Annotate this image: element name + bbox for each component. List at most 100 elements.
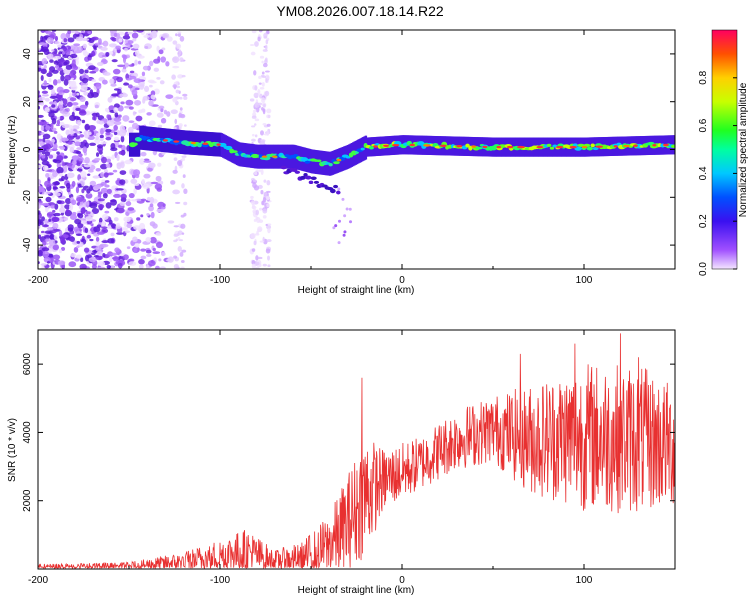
heatmap-noise-blob bbox=[72, 91, 77, 97]
heatmap-band-peak bbox=[662, 143, 669, 147]
snr-xtick-label: 0 bbox=[399, 575, 405, 586]
heatmap-noise-blob bbox=[58, 248, 63, 254]
heatmap-noise-blob bbox=[149, 236, 157, 244]
heatmap-noise-blob bbox=[111, 154, 115, 160]
heatmap-noise-blob bbox=[110, 252, 118, 256]
heatmap-noise-blob bbox=[156, 77, 161, 80]
heatmap-noise-blob bbox=[177, 74, 184, 79]
heatmap-noise-blob bbox=[57, 67, 63, 72]
heatmap-noise-blob bbox=[63, 79, 69, 86]
heatmap-noise-blob bbox=[252, 182, 257, 189]
heatmap-noise-blob bbox=[148, 120, 156, 127]
heatmap-noise-blob bbox=[110, 232, 115, 237]
heatmap-branch-blob bbox=[280, 165, 287, 170]
heatmap-noise-blob bbox=[99, 134, 104, 139]
heatmap-noise-blob bbox=[105, 163, 111, 168]
heatmap-noise-blob bbox=[38, 219, 42, 227]
heatmap-noise-blob bbox=[121, 68, 127, 73]
heatmap-noise-blob bbox=[172, 189, 180, 195]
heatmap-noise-blob bbox=[149, 81, 157, 84]
heatmap-noise-blob bbox=[133, 187, 137, 195]
heatmap-noise-blob bbox=[61, 161, 65, 167]
heatmap-noise-blob bbox=[85, 215, 94, 222]
heatmap-noise-blob bbox=[76, 240, 81, 244]
heatmap-noise-blob bbox=[71, 155, 80, 161]
heatmap-noise-blob bbox=[150, 181, 159, 185]
heatmap-noise-blob bbox=[56, 200, 62, 204]
heatmap-noise-blob bbox=[38, 178, 42, 185]
heatmap-noise-blob bbox=[100, 141, 108, 145]
heatmap-noise-blob bbox=[134, 99, 142, 106]
heatmap-branch-blob bbox=[310, 176, 317, 180]
heatmap-noise-blob bbox=[103, 72, 111, 76]
heatmap-noise-blob bbox=[101, 156, 108, 164]
heatmap-noise-blob bbox=[252, 179, 257, 183]
heatmap-noise-blob bbox=[251, 133, 255, 137]
heatmap-noise-blob bbox=[60, 74, 65, 82]
heatmap-band-peak bbox=[623, 144, 630, 148]
heatmap-noise-blob bbox=[95, 168, 101, 172]
heatmap-noise-blob bbox=[134, 242, 140, 248]
heatmap-noise-blob bbox=[123, 254, 129, 261]
heatmap-noise-blob bbox=[79, 109, 86, 114]
heatmap-noise-blob bbox=[73, 246, 79, 253]
heatmap-noise-blob bbox=[91, 252, 96, 256]
heatmap-noise-blob bbox=[258, 75, 262, 79]
heatmap-noise-blob bbox=[149, 32, 158, 39]
heatmap-noise-blob bbox=[177, 230, 183, 236]
heatmap-noise-blob bbox=[46, 36, 54, 44]
heatmap-noise-blob bbox=[87, 173, 91, 177]
heatmap-noise-blob bbox=[88, 65, 96, 71]
heatmap-noise-blob bbox=[251, 248, 256, 252]
heatmap-noise-blob bbox=[125, 77, 132, 81]
heatmap-band-peak bbox=[456, 145, 463, 148]
heatmap-noise-blob bbox=[266, 123, 271, 127]
heatmap-noise-blob bbox=[251, 125, 256, 128]
heatmap-noise-blob bbox=[156, 112, 164, 118]
heatmap-noise-blob bbox=[51, 216, 60, 222]
heatmap-noise-blob bbox=[38, 67, 42, 72]
heatmap-noise-blob bbox=[63, 144, 68, 151]
heatmap-noise-blob bbox=[261, 75, 267, 78]
heatmap-noise-blob bbox=[43, 80, 48, 86]
heatmap-noise-blob bbox=[74, 141, 82, 147]
heatmap-noise-blob bbox=[141, 108, 146, 113]
heatmap-noise-blob bbox=[38, 105, 41, 110]
heatmap-band-core bbox=[670, 144, 675, 149]
heatmap-noise-blob bbox=[257, 226, 263, 233]
heatmap-noise-blob bbox=[171, 74, 176, 80]
heatmap-noise-blob bbox=[113, 107, 119, 113]
heatmap-noise-blob bbox=[341, 197, 345, 201]
heatmap-noise-blob bbox=[117, 64, 126, 68]
heatmap-noise-blob bbox=[257, 36, 261, 42]
heatmap-noise-blob bbox=[131, 199, 138, 202]
heatmap-noise-blob bbox=[41, 57, 48, 65]
heatmap-noise-blob bbox=[251, 138, 256, 142]
heatmap-noise-blob bbox=[83, 82, 88, 86]
heatmap-noise-blob bbox=[44, 238, 50, 242]
heatmap-band-core bbox=[475, 146, 483, 150]
heatmap-noise-blob bbox=[41, 247, 50, 252]
heatmap-noise-blob bbox=[263, 192, 268, 196]
heatmap-noise-blob bbox=[67, 30, 72, 35]
heatmap-noise-blob bbox=[132, 43, 140, 49]
heatmap-noise-blob bbox=[93, 226, 101, 233]
heatmap-noise-blob bbox=[65, 107, 70, 113]
snr-series-line bbox=[38, 333, 675, 569]
heatmap-noise-blob bbox=[111, 93, 119, 97]
heatmap-noise-blob bbox=[100, 163, 108, 170]
heatmap-noise-blob bbox=[127, 44, 131, 49]
heatmap-noise-blob bbox=[90, 91, 99, 98]
heatmap-noise-blob bbox=[180, 214, 185, 218]
heatmap-noise-blob bbox=[62, 88, 70, 94]
heatmap-noise-blob bbox=[46, 261, 51, 264]
heatmap-noise-blob bbox=[54, 65, 60, 69]
heatmap-band-core bbox=[300, 157, 309, 162]
heatmap-noise-blob bbox=[118, 129, 127, 137]
heatmap-noise-blob bbox=[52, 110, 57, 114]
heatmap-noise-blob bbox=[52, 254, 61, 260]
heatmap-noise-blob bbox=[266, 180, 271, 186]
snr-ytick-label: 6000 bbox=[22, 353, 33, 376]
